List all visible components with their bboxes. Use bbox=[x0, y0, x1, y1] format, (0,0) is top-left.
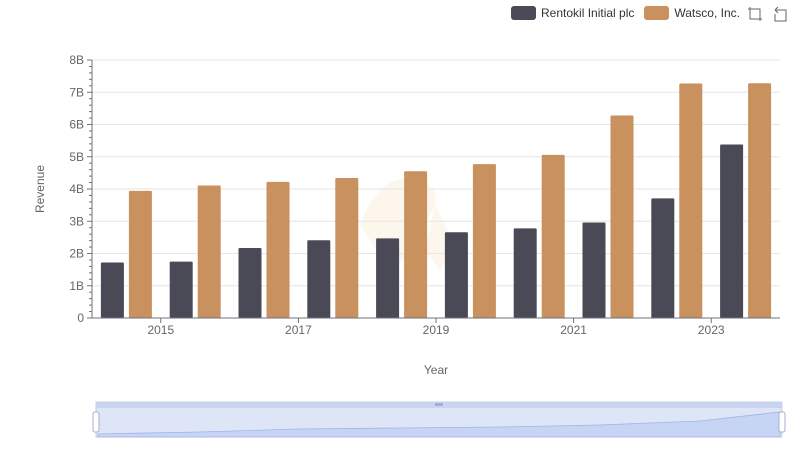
legend-swatch-watsco bbox=[644, 6, 670, 20]
bar-rentokil-2020[interactable] bbox=[513, 228, 537, 318]
y-tick-label: 2B bbox=[69, 247, 84, 261]
x-tick-label: 2017 bbox=[285, 323, 312, 337]
y-tick-label: 4B bbox=[69, 182, 84, 196]
data-zoom-grip[interactable] bbox=[435, 403, 443, 406]
legend-item-rentokil[interactable]: Rentokil Initial plc bbox=[511, 6, 634, 20]
data-zoom-right-handle[interactable] bbox=[778, 411, 786, 433]
legend-label-rentokil: Rentokil Initial plc bbox=[541, 6, 635, 20]
x-tick-label: 2019 bbox=[423, 323, 450, 337]
bar-watsco-2022[interactable] bbox=[679, 83, 703, 318]
y-tick-label: 0 bbox=[77, 311, 84, 325]
bar-watsco-2020[interactable] bbox=[541, 154, 565, 318]
bar-watsco-2017[interactable] bbox=[335, 178, 359, 318]
data-zoom-slider[interactable] bbox=[92, 401, 786, 438]
bar-rentokil-2023[interactable] bbox=[720, 144, 744, 318]
data-zoom-left-handle[interactable] bbox=[92, 411, 100, 433]
bar-watsco-2016[interactable] bbox=[266, 181, 290, 318]
x-tick-label: 2015 bbox=[147, 323, 174, 337]
axes: 0 1B 2B 3B 4B 5B 6B 7B 8B 2015 2017 2019 2021 2023 bbox=[69, 53, 780, 337]
zoom-icon[interactable] bbox=[747, 6, 763, 22]
y-tick-label: 1B bbox=[69, 279, 84, 293]
bar-rentokil-2019[interactable] bbox=[444, 232, 468, 318]
bar-watsco-2015[interactable] bbox=[197, 185, 221, 318]
bar-watsco-2019[interactable] bbox=[472, 164, 496, 318]
bar-rentokil-2016[interactable] bbox=[238, 248, 262, 318]
legend-label-watsco: Watsco, Inc. bbox=[674, 6, 740, 20]
bar-rentokil-2021[interactable] bbox=[582, 222, 606, 318]
y-tick-label: 5B bbox=[69, 150, 84, 164]
x-tick-label: 2021 bbox=[560, 323, 587, 337]
restore-icon[interactable] bbox=[773, 6, 789, 22]
legend: Rentokil Initial plc Watsco, Inc. bbox=[511, 4, 750, 22]
x-axis-label: Year bbox=[424, 363, 448, 377]
bar-watsco-2018[interactable] bbox=[404, 171, 428, 318]
bar-rentokil-2022[interactable] bbox=[651, 198, 675, 318]
legend-swatch-rentokil bbox=[511, 6, 536, 20]
bar-rentokil-2017[interactable] bbox=[307, 240, 331, 318]
x-tick-label: 2023 bbox=[698, 323, 725, 337]
y-tick-label: 3B bbox=[69, 214, 84, 228]
legend-item-watsco[interactable]: Watsco, Inc. bbox=[644, 6, 740, 20]
bar-watsco-2021[interactable] bbox=[610, 115, 634, 318]
y-axis-label: Revenue bbox=[33, 165, 47, 213]
bar-rentokil-2014[interactable] bbox=[100, 262, 124, 318]
bar-rentokil-2015[interactable] bbox=[169, 261, 193, 318]
data-zoom-area bbox=[97, 411, 781, 438]
y-tick-label: 8B bbox=[69, 53, 84, 67]
y-tick-label: 6B bbox=[69, 118, 84, 132]
bars bbox=[100, 83, 772, 318]
bar-watsco-2023[interactable] bbox=[748, 83, 772, 318]
bar-watsco-2014[interactable] bbox=[128, 190, 152, 318]
y-tick-label: 7B bbox=[69, 85, 84, 99]
bar-rentokil-2018[interactable] bbox=[376, 238, 400, 318]
